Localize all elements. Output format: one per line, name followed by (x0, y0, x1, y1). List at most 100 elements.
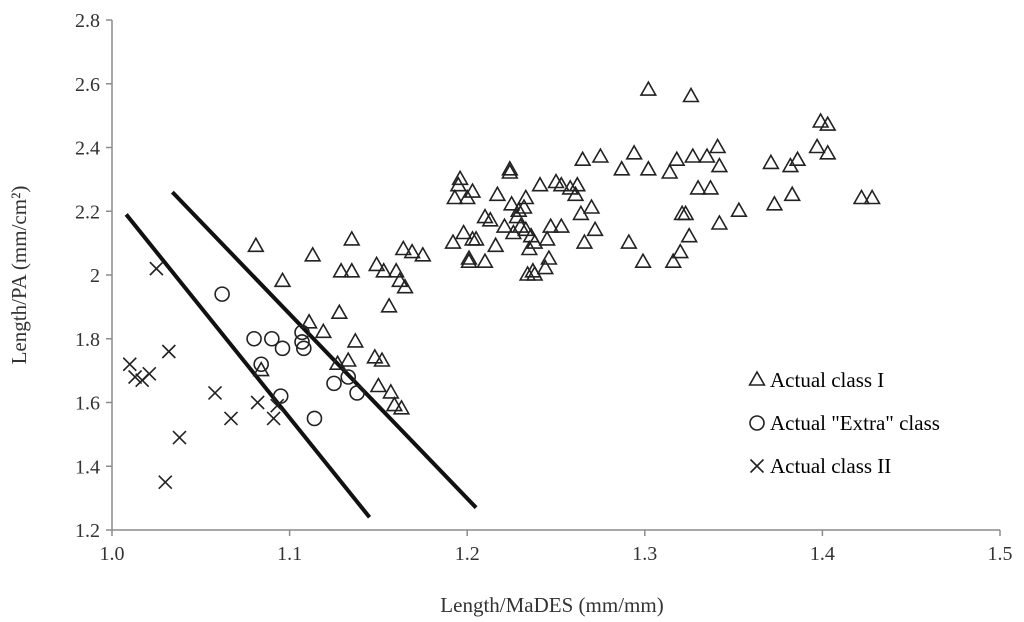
y-tick-label: 2.6 (75, 74, 100, 96)
extra-class-point (214, 286, 230, 302)
class-i-point (481, 211, 499, 227)
class-i-point (463, 182, 482, 198)
class-i-point (476, 252, 494, 269)
class-i-point (676, 204, 695, 221)
x-tick-label: 1.5 (988, 543, 1013, 565)
legend-entry-label: Actual "Extra" class (770, 411, 940, 435)
class-ii-point (266, 411, 281, 426)
class-i-point (634, 252, 652, 269)
y-tick-label: 1.4 (75, 456, 100, 478)
class-ii-point (158, 475, 173, 490)
class-i-point (273, 271, 292, 288)
class-i-point (369, 376, 388, 393)
class-i-point (382, 383, 400, 399)
y-axis-label: Length/PA (mm/cm²) (7, 186, 31, 365)
class-i-point (668, 150, 686, 166)
class-i-point (710, 214, 729, 230)
class-i-point (671, 243, 690, 259)
class-i-point (811, 112, 830, 128)
x-tick-label: 1.3 (632, 543, 657, 565)
class-i-point (330, 303, 349, 320)
class-i-point (501, 160, 519, 176)
class-ii-point (122, 357, 137, 372)
class-i-point (343, 262, 361, 278)
class-i-point (536, 258, 555, 275)
class-i-point (502, 195, 521, 211)
class-i-point (620, 233, 638, 249)
chart-axes: 1.2 1.4 1.6 1.8 2 2.2 2.4 2.6 2.8 1.0 1.1 1.2 1.3 1.4… (75, 10, 1013, 565)
class-i-point (343, 230, 361, 246)
extra-class-point (326, 375, 342, 392)
class-i-point (488, 185, 507, 202)
class-i-point (684, 147, 702, 163)
legend-entry-label: Actual class I (770, 368, 884, 392)
cross-icon (749, 458, 765, 474)
class-i-point (664, 252, 682, 269)
class-ii-point (250, 395, 265, 410)
class-i-point (540, 249, 558, 265)
class-i-point (788, 150, 807, 166)
class-ii-point (207, 385, 223, 401)
class-i-point (394, 239, 412, 256)
class-i-point (730, 201, 748, 217)
class-i-point (680, 227, 698, 243)
class-i-point (708, 137, 727, 154)
class-i-point (698, 147, 716, 163)
class-i-point (538, 230, 556, 246)
class-i-point (396, 278, 414, 294)
circle-icon (749, 415, 765, 431)
class-i-point (625, 144, 643, 160)
class-i-point (495, 217, 514, 233)
class-i-point (765, 195, 784, 211)
class-ii-point (149, 261, 164, 276)
class-i-point (501, 163, 519, 179)
legend-entry-label: Actual class II (770, 454, 891, 478)
x-tick-label: 1.2 (455, 543, 480, 565)
class-i-point (573, 150, 592, 166)
extra-class-point (340, 369, 357, 385)
class-i-point (328, 354, 347, 371)
x-tick-label: 1.1 (277, 543, 302, 565)
class-i-point (387, 262, 405, 278)
class-i-point (454, 223, 473, 240)
extra-class-point (246, 330, 262, 347)
y-tick-label: 1.2 (75, 520, 100, 542)
y-tick-label: 2.2 (75, 201, 100, 223)
class-i-point (525, 233, 544, 249)
class-i-point (346, 332, 365, 348)
extra-class-point (294, 334, 310, 350)
boundary-extra-vs-class-ii (124, 213, 372, 519)
boundary-class-i-vs-extra (170, 190, 478, 510)
class-i-point (446, 188, 464, 205)
class-i-point (303, 246, 322, 262)
class-i-point (444, 233, 462, 249)
y-tick-label: 2.8 (75, 10, 100, 32)
class-i-point (247, 236, 265, 253)
class-i-point (762, 153, 780, 170)
class-i-point (566, 185, 585, 202)
extra-class-point (349, 385, 365, 401)
class-ii-point (270, 398, 285, 413)
class-i-point (660, 163, 679, 179)
class-i-point (515, 198, 533, 214)
class-i-point (613, 160, 631, 176)
class-ii-point (142, 366, 157, 381)
y-tick-label: 1.8 (75, 329, 100, 351)
class-ii-point (128, 369, 143, 385)
decision-boundaries (124, 190, 478, 519)
class-i-point (314, 322, 333, 339)
x-axis-label: Length/MaDES (mm/mm) (440, 593, 663, 617)
extra-class-point (296, 340, 312, 357)
class-i-point (385, 396, 404, 412)
class-i-point (252, 360, 270, 377)
class-i-point (552, 217, 571, 233)
class-i-point (852, 188, 871, 205)
extra-class-point (264, 330, 280, 347)
class-i-point (451, 169, 469, 186)
class-i-point (375, 262, 393, 278)
class-i-point (403, 243, 421, 259)
class-i-point (689, 179, 707, 195)
class-i-point (509, 201, 528, 217)
class-i-point (414, 246, 432, 262)
